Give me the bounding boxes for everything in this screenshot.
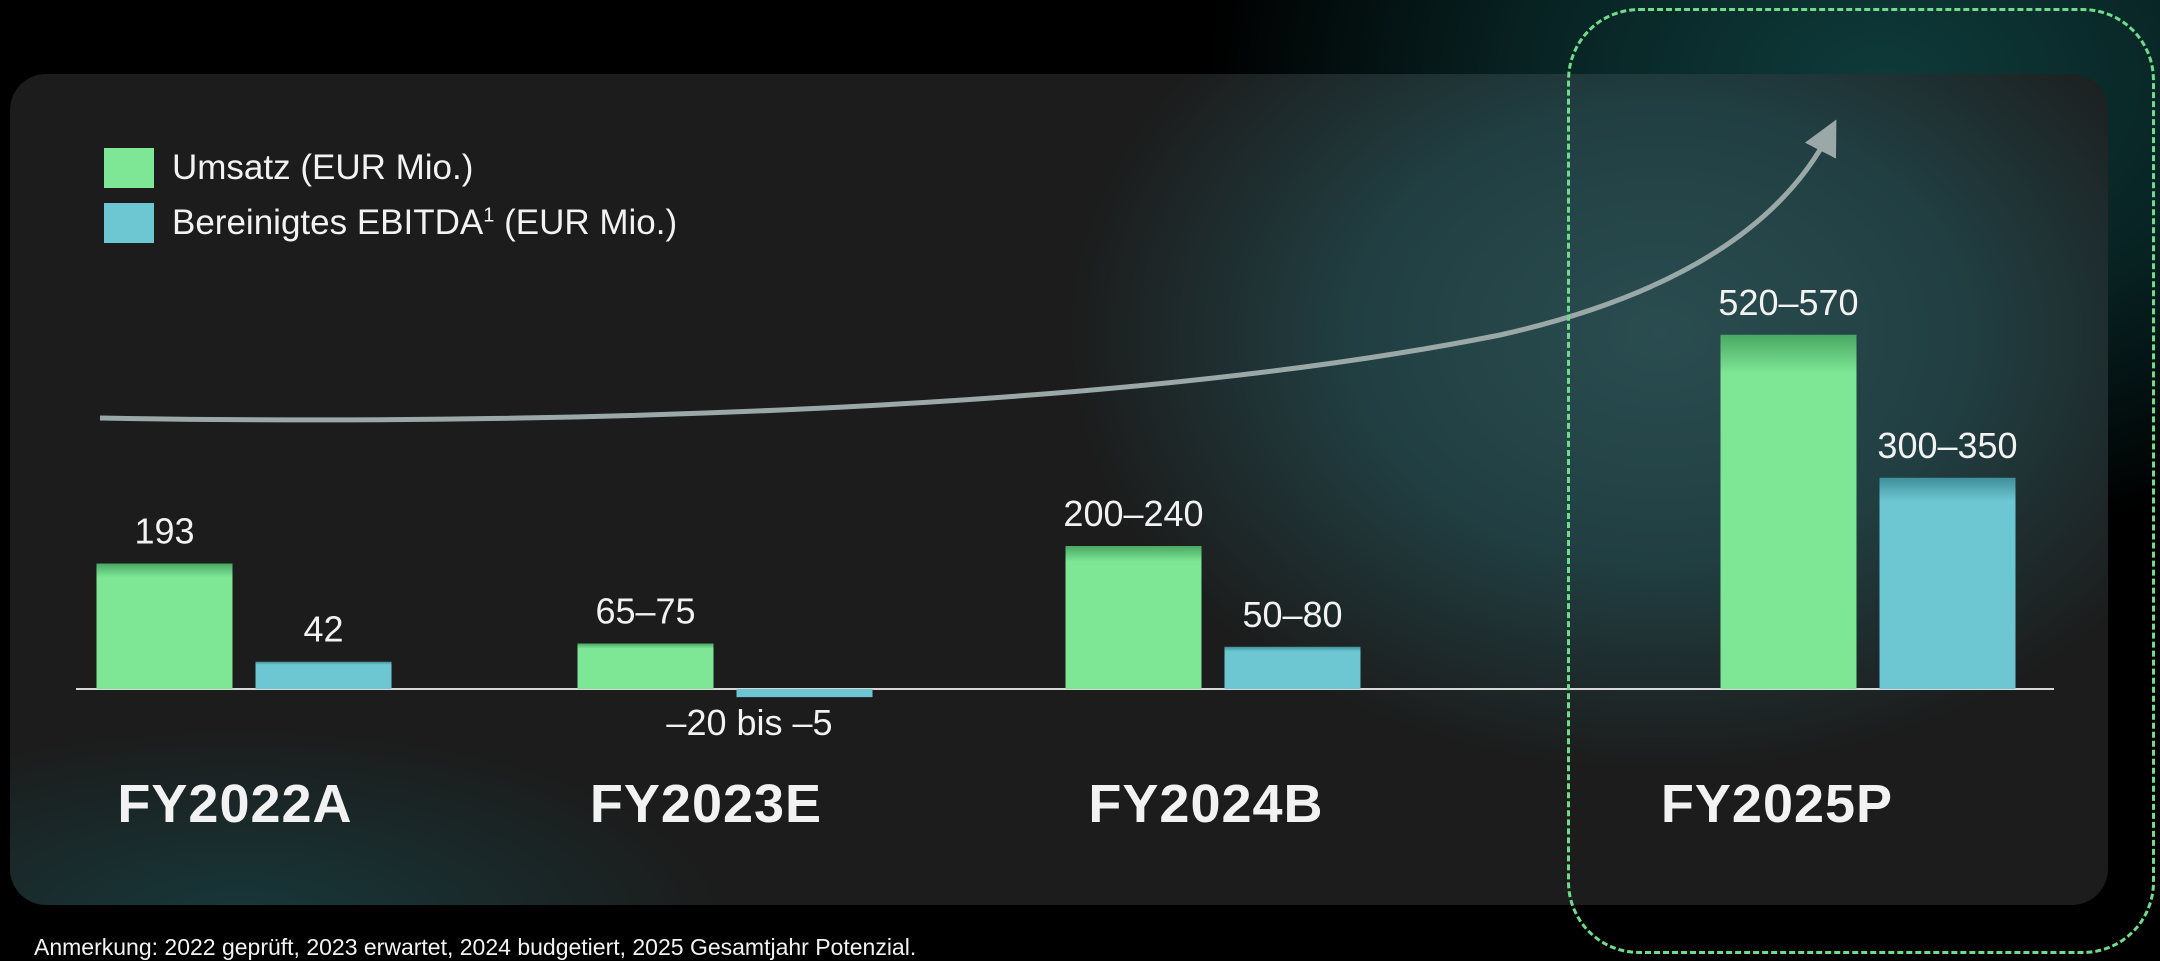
bar-revenue-fy2025p — [1720, 334, 1857, 689]
legend-label-ebitda: Bereinigtes EBITDA1 (EUR Mio.) — [172, 203, 677, 243]
legend-label-ebitda-suffix: (EUR Mio.) — [494, 202, 678, 242]
value-label-ebitda-fy2022a: 42 — [303, 609, 343, 650]
category-label-fy2022a: FY2022A — [117, 774, 352, 834]
bar-ebitda-fy2023e — [736, 689, 873, 698]
value-label-revenue-fy2022a: 193 — [134, 511, 194, 552]
bar-ebitda-fy2022a — [255, 661, 392, 689]
value-label-revenue-fy2024b: 200–240 — [1063, 493, 1203, 534]
legend-label-revenue: Umsatz (EUR Mio.) — [172, 147, 474, 187]
legend-swatch-revenue — [104, 147, 154, 188]
bar-revenue-fy2023e — [577, 643, 714, 689]
legend-item-ebitda: Bereinigtes EBITDA1 (EUR Mio.) — [104, 195, 677, 250]
value-label-revenue-fy2025p: 520–570 — [1718, 282, 1858, 323]
growth-trend-arrow — [99, 119, 1837, 423]
footnote-marker: 1 — [483, 203, 495, 226]
fy2025-highlight-frame — [1567, 8, 2155, 954]
legend-swatch-ebitda — [104, 202, 154, 243]
value-label-ebitda-fy2025p: 300–350 — [1877, 425, 2017, 466]
legend-item-revenue: Umsatz (EUR Mio.) — [104, 140, 677, 195]
bar-ebitda-fy2024b — [1224, 646, 1361, 689]
bar-revenue-fy2022a — [96, 563, 233, 689]
value-label-ebitda-fy2024b: 50–80 — [1242, 594, 1342, 635]
value-label-revenue-fy2023e: 65–75 — [595, 591, 695, 632]
bar-revenue-fy2024b — [1065, 546, 1202, 689]
category-label-fy2025p: FY2025P — [1661, 774, 1893, 834]
legend: Umsatz (EUR Mio.) Bereinigtes EBITDA1 (E… — [104, 140, 677, 250]
footnote-text: Anmerkung: 2022 geprüft, 2023 erwartet, … — [34, 934, 917, 960]
category-label-fy2023e: FY2023E — [590, 774, 822, 834]
bar-ebitda-fy2025p — [1879, 477, 2016, 689]
legend-label-ebitda-prefix: Bereinigtes EBITDA — [172, 202, 484, 242]
value-label-ebitda-fy2023e: –20 bis –5 — [666, 702, 832, 743]
category-label-fy2024b: FY2024B — [1088, 774, 1323, 834]
